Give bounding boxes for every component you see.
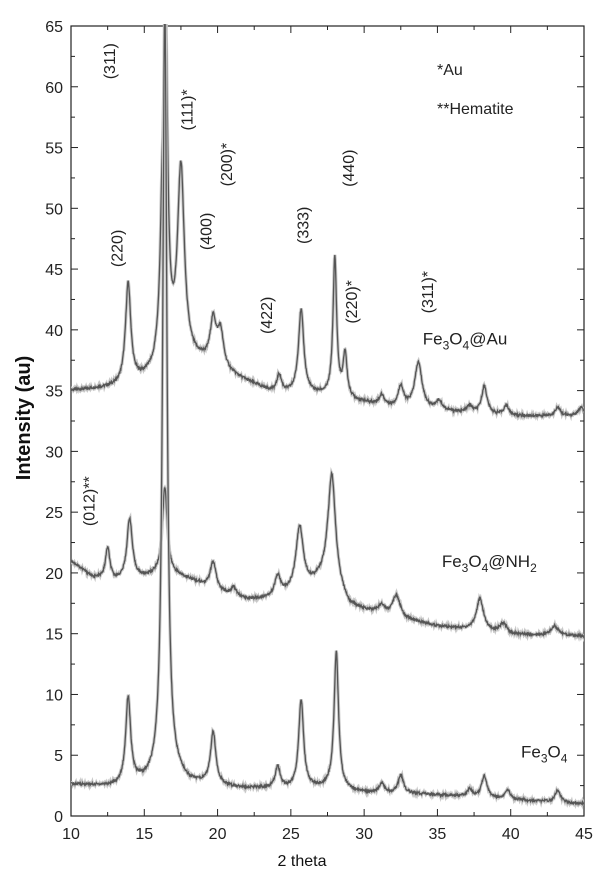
y-tick-label: 10: [45, 687, 63, 704]
x-tick-label: 40: [502, 826, 520, 843]
peak-label: (440): [341, 150, 358, 187]
peak-label: (111)*: [180, 89, 197, 130]
y-axis-label: Intensity (au): [13, 356, 35, 480]
x-tick-label: 20: [209, 826, 227, 843]
series-label: Fe3O4@Au: [423, 329, 508, 352]
plot-border: [70, 25, 585, 817]
y-tick-label: 60: [45, 80, 63, 97]
series-label: Fe3O4: [521, 743, 568, 766]
y-tick-label: 65: [45, 19, 63, 36]
y-tick-label: 0: [54, 809, 63, 826]
peak-label: (422): [259, 297, 276, 334]
y-tick-label: 35: [45, 384, 63, 401]
peak-label: (200)*: [219, 143, 236, 187]
x-tick-label: 35: [429, 826, 447, 843]
peak-label: (333): [295, 207, 312, 244]
peak-label: (012)**: [82, 476, 99, 526]
y-tick-label: 30: [45, 444, 63, 461]
series-line: [71, 24, 584, 807]
peak-label: (220): [109, 230, 126, 267]
x-tick-label: 45: [575, 826, 593, 843]
x-tick-label: 10: [62, 826, 80, 843]
peak-labels: (311) (111)* (200)* (220) (400) (422) (333) (44…: [82, 43, 438, 526]
x-axis-ticks: 10 15 20 25 30 35 40 45: [62, 26, 593, 843]
y-axis-ticks: 0 5 10 15 20 25 30 35 40 45 50 55 60 65: [45, 19, 584, 826]
series-line: [71, 470, 584, 639]
y-tick-label: 40: [45, 323, 63, 340]
peak-label: (311): [102, 43, 119, 79]
y-tick-label: 55: [45, 141, 63, 158]
legend-entry-hematite: **Hematite: [437, 101, 514, 118]
plot-frame: [70, 25, 585, 817]
y-tick-label: 20: [45, 566, 63, 583]
y-tick-label: 25: [45, 505, 63, 522]
y-tick-label: 5: [54, 748, 63, 765]
series-shadow: [71, 24, 584, 422]
peak-label: (311)*: [420, 271, 437, 313]
peak-label: (400): [199, 213, 216, 250]
x-tick-label: 15: [135, 826, 153, 843]
legend: *Au **Hematite: [437, 62, 514, 118]
x-axis-label: 2 theta: [278, 853, 327, 870]
y-tick-label: 50: [45, 201, 63, 218]
y-tick-label: 15: [45, 627, 63, 644]
legend-entry-au: *Au: [437, 62, 463, 79]
x-tick-label: 25: [282, 826, 300, 843]
series-labels: Fe3O4@Au Fe3O4@NH2 Fe3O4: [423, 329, 568, 765]
series-line: [71, 24, 584, 419]
peak-label: (220)*: [344, 280, 361, 324]
series-lines: [71, 24, 584, 810]
series-label: Fe3O4@NH2: [442, 552, 537, 575]
y-tick-label: 45: [45, 262, 63, 279]
x-tick-label: 30: [355, 826, 373, 843]
